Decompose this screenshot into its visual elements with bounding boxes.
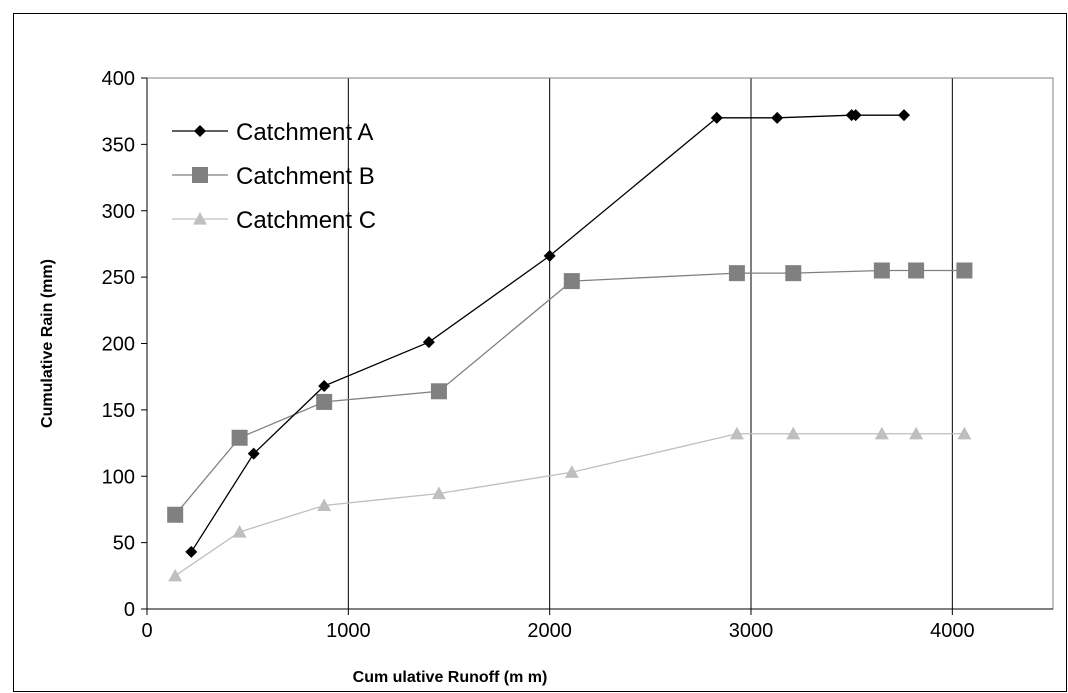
- data-point-catchment-b: [728, 265, 745, 282]
- data-point-catchment-a: [543, 249, 556, 262]
- gridlines: [347, 78, 953, 609]
- data-point-catchment-a: [247, 447, 260, 460]
- x-tick-label: 3000: [729, 620, 774, 642]
- data-point-catchment-b: [167, 506, 184, 523]
- legend-item-catchment-a: Catchment A: [172, 119, 373, 146]
- data-point-catchment-c: [317, 498, 332, 512]
- data-point-catchment-a: [318, 379, 331, 392]
- data-point-catchment-c: [232, 525, 247, 538]
- y-tick-label: 300: [102, 201, 135, 223]
- data-point-catchment-b: [908, 262, 925, 279]
- chart-frame: [13, 13, 1067, 692]
- data-point-catchment-c: [874, 426, 889, 440]
- data-point-catchment-b: [873, 262, 890, 279]
- series-catchment-c: [168, 426, 972, 582]
- data-point-catchment-a: [710, 111, 723, 124]
- data-point-catchment-c: [957, 426, 972, 440]
- data-point-catchment-b: [430, 383, 447, 400]
- series-catchment-b: [167, 262, 973, 523]
- data-point-catchment-c: [168, 568, 183, 582]
- x-tick-label: 4000: [930, 620, 975, 642]
- y-axis-label: Cumulative Rain (mm): [39, 259, 56, 428]
- data-point-catchment-b: [563, 273, 580, 290]
- legend-marker: [192, 167, 208, 183]
- y-tick-label: 100: [102, 466, 135, 488]
- legend-item-catchment-c: Catchment C: [172, 207, 376, 234]
- x-axis-label: Cum ulative Runoff (m m): [353, 669, 548, 686]
- data-point-catchment-b: [316, 393, 333, 410]
- y-tick-label: 250: [102, 267, 135, 289]
- y-tick-label: 350: [102, 134, 135, 156]
- legend-label: Catchment A: [236, 119, 373, 146]
- legend-marker: [193, 212, 207, 225]
- data-point-catchment-b: [231, 429, 248, 446]
- data-point-catchment-c: [786, 426, 801, 440]
- series: [167, 109, 973, 582]
- data-point-catchment-c: [431, 486, 446, 500]
- y-tick-label: 50: [113, 533, 135, 555]
- data-point-catchment-c: [729, 426, 744, 440]
- x-tick-label: 1000: [326, 620, 371, 642]
- data-point-catchment-c: [564, 465, 579, 478]
- legend-item-catchment-b: Catchment B: [172, 163, 375, 190]
- data-point-catchment-b: [956, 262, 973, 279]
- series-catchment-a: [185, 109, 911, 558]
- y-tick-label: 200: [102, 334, 135, 356]
- legend: Catchment A Catchment B Catchment C: [172, 119, 376, 234]
- data-point-catchment-a: [422, 336, 435, 349]
- series-line-catchment-b: [174, 269, 965, 516]
- plot-area: [146, 77, 1054, 610]
- legend-label: Catchment C: [236, 207, 376, 234]
- y-tick-label: 0: [124, 599, 135, 621]
- y-tick-label: 400: [102, 68, 135, 90]
- series-line-catchment-c: [174, 433, 965, 577]
- data-point-catchment-a: [898, 109, 911, 122]
- x-tick-label: 0: [141, 620, 152, 642]
- data-point-catchment-b: [785, 265, 802, 282]
- data-point-catchment-c: [909, 426, 924, 440]
- data-point-catchment-a: [185, 545, 198, 558]
- y-tick-label: 150: [102, 400, 135, 422]
- legend-marker: [194, 125, 206, 137]
- data-point-catchment-a: [849, 109, 862, 122]
- legend-label: Catchment B: [236, 163, 375, 190]
- data-point-catchment-a: [771, 111, 784, 124]
- x-tick-label: 2000: [527, 620, 572, 642]
